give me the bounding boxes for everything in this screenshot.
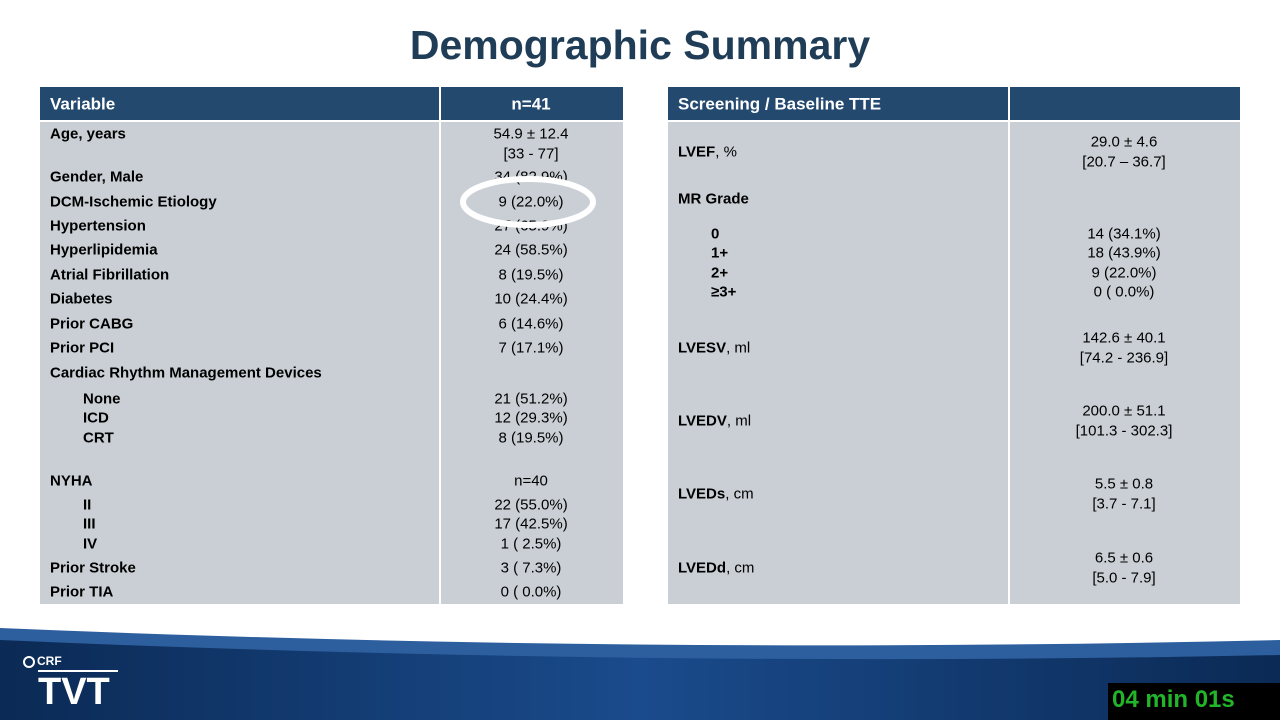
row-unit: , cm bbox=[725, 485, 754, 503]
row-value: 18 (43.9%) bbox=[1087, 244, 1161, 262]
left-table bbox=[40, 87, 623, 604]
row-label: LVEDd, cm bbox=[678, 559, 755, 577]
row-label: Prior TIA bbox=[50, 583, 114, 601]
row-value: 200.0 ± 51.1 bbox=[1082, 402, 1166, 420]
row-label: Prior PCI bbox=[50, 339, 115, 357]
row-value: [5.0 - 7.9] bbox=[1092, 569, 1156, 586]
row-label: Cardiac Rhythm Management Devices bbox=[50, 364, 322, 382]
row-value: [33 - 77] bbox=[503, 145, 559, 162]
row-label: II bbox=[83, 496, 92, 514]
row-label: Age, years bbox=[50, 125, 126, 143]
row-label: LVEDV, ml bbox=[678, 412, 752, 430]
row-label: CRT bbox=[83, 429, 114, 447]
divider bbox=[1008, 87, 1010, 604]
row-label: Hyperlipidemia bbox=[50, 241, 158, 259]
row-label: LVESV, ml bbox=[678, 339, 751, 357]
row-label: DCM-Ischemic Etiology bbox=[50, 193, 217, 211]
row-value: [20.7 – 36.7] bbox=[1082, 153, 1166, 170]
row-value: 5.5 ± 0.8 bbox=[1094, 475, 1154, 493]
row-unit: , ml bbox=[726, 339, 751, 357]
right-header bbox=[668, 87, 1240, 120]
logo-large: TVT bbox=[38, 671, 110, 713]
row-value: [74.2 - 236.9] bbox=[1079, 349, 1169, 366]
row-label: Atrial Fibrillation bbox=[50, 266, 170, 284]
row-value: 1 ( 2.5%) bbox=[500, 535, 562, 553]
row-value: 0 ( 0.0%) bbox=[1093, 283, 1155, 301]
row-label: Hypertension bbox=[50, 217, 146, 235]
row-value: 27 (65.9%) bbox=[494, 217, 568, 235]
row-value: 3 ( 7.3%) bbox=[500, 559, 562, 577]
left-header bbox=[40, 87, 623, 120]
row-label: ≥3+ bbox=[711, 283, 737, 301]
logo-rule bbox=[38, 670, 118, 672]
logo-small: CRF bbox=[37, 654, 62, 668]
row-label: None bbox=[83, 390, 121, 408]
row-unit: , ml bbox=[726, 412, 752, 430]
row-label: Diabetes bbox=[50, 290, 113, 308]
divider bbox=[40, 120, 623, 122]
row-value: 24 (58.5%) bbox=[494, 241, 568, 259]
right-table bbox=[668, 87, 1240, 604]
title: Demographic Summary bbox=[409, 22, 871, 68]
row-value: 34 (82.9%) bbox=[494, 168, 568, 186]
footer-band bbox=[0, 640, 1280, 720]
row-value: 8 (19.5%) bbox=[498, 429, 564, 447]
divider bbox=[439, 87, 441, 604]
row-value: 6 (14.6%) bbox=[498, 315, 564, 333]
row-value: 8 (19.5%) bbox=[498, 266, 564, 284]
divider bbox=[668, 120, 1240, 122]
row-value: 12 (29.3%) bbox=[494, 409, 568, 427]
row-value: 142.6 ± 40.1 bbox=[1082, 329, 1166, 347]
row-label: Prior Stroke bbox=[50, 559, 136, 577]
row-label: 2+ bbox=[711, 264, 729, 282]
row-label: Prior CABG bbox=[50, 315, 134, 333]
row-value: 9 (22.0%) bbox=[1091, 264, 1157, 282]
row-label: NYHA bbox=[50, 472, 93, 490]
row-unit: , % bbox=[715, 143, 737, 161]
row-value: 0 ( 0.0%) bbox=[500, 583, 562, 601]
row-value: [3.7 - 7.1] bbox=[1092, 495, 1156, 512]
row-value: 14 (34.1%) bbox=[1087, 225, 1161, 243]
row-value: 9 (22.0%) bbox=[498, 193, 564, 211]
logo-icon bbox=[23, 656, 35, 668]
row-value: n=40 bbox=[514, 472, 548, 490]
row-label: IV bbox=[83, 535, 98, 553]
row-label: LVEF, % bbox=[678, 143, 737, 161]
row-label: Gender, Male bbox=[50, 168, 144, 186]
row-label: ICD bbox=[83, 409, 109, 427]
row-label: III bbox=[83, 515, 96, 533]
header-cell: Screening / Baseline TTE bbox=[678, 94, 882, 114]
row-value: [101.3 - 302.3] bbox=[1075, 422, 1173, 439]
row-unit: , cm bbox=[726, 559, 755, 577]
row-value: 10 (24.4%) bbox=[494, 290, 568, 308]
row-label: MR Grade bbox=[678, 190, 749, 208]
row-value: 22 (55.0%) bbox=[494, 496, 568, 514]
row-value: 17 (42.5%) bbox=[494, 515, 568, 533]
timer: 04 min 01s bbox=[1112, 686, 1235, 713]
row-value: 6.5 ± 0.6 bbox=[1094, 549, 1154, 567]
row-value: 21 (51.2%) bbox=[494, 390, 568, 408]
footer-band-light bbox=[0, 628, 1280, 720]
row-label: LVEDs, cm bbox=[678, 485, 754, 503]
row-value: 7 (17.1%) bbox=[498, 339, 564, 357]
row-label: 1+ bbox=[711, 244, 729, 262]
header-cell: n=41 bbox=[511, 94, 551, 114]
header-cell: Variable bbox=[50, 94, 116, 114]
row-label: 0 bbox=[711, 225, 720, 243]
row-value: 54.9 ± 12.4 bbox=[493, 125, 569, 143]
row-value: 29.0 ± 4.6 bbox=[1090, 133, 1158, 151]
